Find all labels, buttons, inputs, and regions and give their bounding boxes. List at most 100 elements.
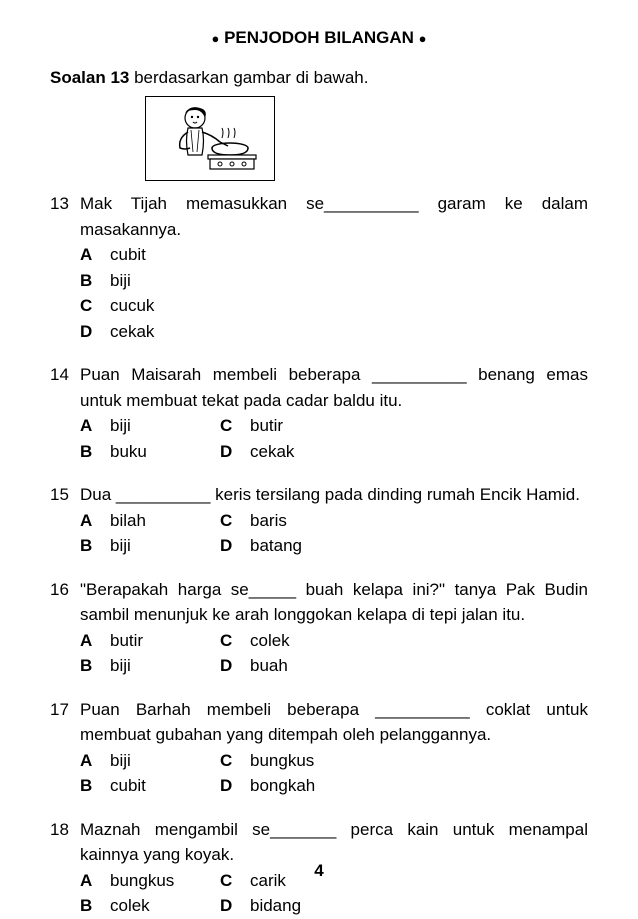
option[interactable]: Dbuah [220,653,288,679]
option-text: batang [250,533,302,559]
options-group: AcubitBbijiCcucukDcekak [80,242,588,344]
question-text: Dua __________ keris tersilang pada dind… [80,482,588,508]
instruction-line: Soalan 13 berdasarkan gambar di bawah. [50,68,588,88]
instruction-rest: berdasarkan gambar di bawah. [129,68,368,87]
option[interactable]: Dbatang [220,533,302,559]
bullet-right-icon: ● [419,32,427,45]
question-block: 16"Berapakah harga se_____ buah kelapa i… [50,577,588,679]
option-row: Acubit [80,242,588,268]
option[interactable]: Bcubit [80,773,220,799]
questions-list: 13Mak Tijah memasukkan se__________ gara… [50,191,588,919]
option[interactable]: Acubit [80,242,588,268]
option-letter: C [220,628,250,654]
question-body: Dua __________ keris tersilang pada dind… [80,482,588,559]
option-text: biji [110,653,131,679]
option-letter: D [220,439,250,465]
option-letter: A [80,628,110,654]
option-letter: A [80,508,110,534]
option-letter: D [80,319,110,345]
option-letter: A [80,748,110,774]
option-letter: B [80,893,110,919]
option[interactable]: Abiji [80,413,220,439]
image-container [50,96,588,181]
woman-cooking-icon [150,100,270,178]
option-text: biji [110,533,131,559]
option-row: Ccucuk [80,293,588,319]
option[interactable]: Dcekak [220,439,294,465]
option-letter: A [80,242,110,268]
option[interactable]: Ccolek [220,628,290,654]
option[interactable]: Dbongkah [220,773,315,799]
option-row: BcolekDbidang [80,893,588,919]
option-letter: D [220,533,250,559]
option-letter: D [220,653,250,679]
question-number: 13 [50,191,80,344]
question-text: Puan Barhah membeli beberapa __________ … [80,697,588,748]
option-text: bidang [250,893,301,919]
option-text: biji [110,268,131,294]
option-text: cubit [110,773,146,799]
options-group: AbijiCbutirBbukuDcekak [80,413,588,464]
question-block: 15Dua __________ keris tersilang pada di… [50,482,588,559]
question-number: 16 [50,577,80,679]
option[interactable]: Bbiji [80,533,220,559]
page-number: 4 [0,861,638,881]
question-body: Puan Barhah membeli beberapa __________ … [80,697,588,799]
option-row: AbutirCcolek [80,628,588,654]
cooking-illustration [145,96,275,181]
option-text: colek [110,893,150,919]
option[interactable]: Cbutir [220,413,283,439]
option[interactable]: Abilah [80,508,220,534]
instruction-bold: Soalan 13 [50,68,129,87]
option-row: AbijiCbungkus [80,748,588,774]
option[interactable]: Cbungkus [220,748,314,774]
question-body: "Berapakah harga se_____ buah kelapa ini… [80,577,588,679]
option-text: biji [110,748,131,774]
option-letter: D [220,773,250,799]
options-group: AbijiCbungkusBcubitDbongkah [80,748,588,799]
option[interactable]: Bbiji [80,268,588,294]
question-block: 17Puan Barhah membeli beberapa _________… [50,697,588,799]
option-letter: B [80,268,110,294]
question-block: 14Puan Maisarah membeli beberapa _______… [50,362,588,464]
option[interactable]: Abiji [80,748,220,774]
option[interactable]: Dbidang [220,893,301,919]
option-row: BbijiDbuah [80,653,588,679]
option-row: AbijiCbutir [80,413,588,439]
option-text: cucuk [110,293,154,319]
option-text: colek [250,628,290,654]
option-letter: B [80,653,110,679]
option[interactable]: Bbuku [80,439,220,465]
worksheet-page: ● PENJODOH BILANGAN ● Soalan 13 berdasar… [0,0,638,903]
option-text: biji [110,413,131,439]
option-letter: A [80,413,110,439]
option-letter: D [220,893,250,919]
option-row: Dcekak [80,319,588,345]
question-text: Puan Maisarah membeli beberapa _________… [80,362,588,413]
option-text: bungkus [250,748,314,774]
option[interactable]: Abutir [80,628,220,654]
option[interactable]: Bcolek [80,893,220,919]
option-letter: C [220,508,250,534]
option[interactable]: Dcekak [80,319,588,345]
question-body: Puan Maisarah membeli beberapa _________… [80,362,588,464]
question-text: Mak Tijah memasukkan se__________ garam … [80,191,588,242]
option[interactable]: Ccucuk [80,293,588,319]
question-block: 13Mak Tijah memasukkan se__________ gara… [50,191,588,344]
option-text: cubit [110,242,146,268]
option-text: baris [250,508,287,534]
question-text: Maznah mengambil se_______ perca kain un… [80,817,588,868]
option-text: buku [110,439,147,465]
option[interactable]: Cbaris [220,508,287,534]
option[interactable]: Bbiji [80,653,220,679]
question-number: 17 [50,697,80,799]
option-letter: B [80,773,110,799]
option-text: cekak [250,439,294,465]
option-text: butir [250,413,283,439]
options-group: AbutirCcolekBbijiDbuah [80,628,588,679]
option-row: BbijiDbatang [80,533,588,559]
option-text: bilah [110,508,146,534]
question-body: Mak Tijah memasukkan se__________ garam … [80,191,588,344]
option-row: BbukuDcekak [80,439,588,465]
option-letter: C [220,413,250,439]
